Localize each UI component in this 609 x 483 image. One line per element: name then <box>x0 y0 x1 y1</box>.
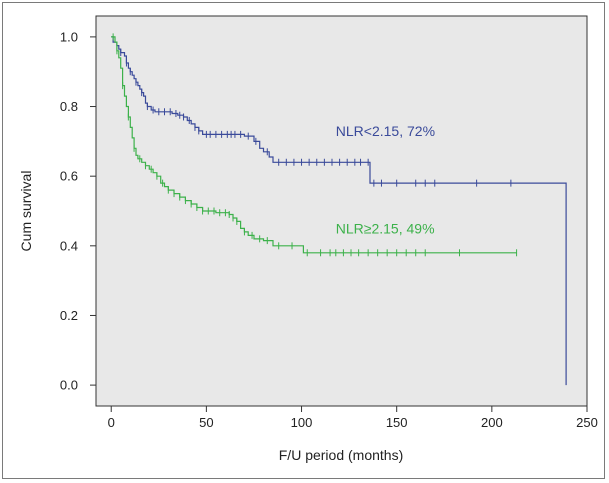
y-tick-label: 0.8 <box>60 99 78 114</box>
y-tick-label: 0.0 <box>60 378 78 393</box>
x-tick-label: 200 <box>481 415 503 430</box>
x-tick-label: 150 <box>386 415 408 430</box>
plot-area <box>95 15 588 407</box>
x-axis-title: F/U period (months) <box>279 447 403 463</box>
series-nlr-low: NLR<2.15, 72% <box>111 36 567 386</box>
y-tick-label: 0.2 <box>60 308 78 323</box>
survival-curve-nlr-high <box>111 36 517 254</box>
x-tick-label: 100 <box>291 415 313 430</box>
series-label-nlr-low: NLR<2.15, 72% <box>336 123 435 139</box>
survival-curve-nlr-low <box>111 36 567 386</box>
y-axis-title: Cum survival <box>18 171 34 252</box>
series-label-nlr-high: NLR≥2.15, 49% <box>336 220 435 236</box>
y-tick-label: 0.6 <box>60 169 78 184</box>
x-tick-label: 50 <box>199 415 213 430</box>
y-tick-label: 0.4 <box>60 238 78 253</box>
y-tick-label: 1.0 <box>60 29 78 44</box>
series-nlr-high: NLR≥2.15, 49% <box>111 33 518 257</box>
x-tick-label: 0 <box>108 415 115 430</box>
x-tick-label: 250 <box>576 415 598 430</box>
